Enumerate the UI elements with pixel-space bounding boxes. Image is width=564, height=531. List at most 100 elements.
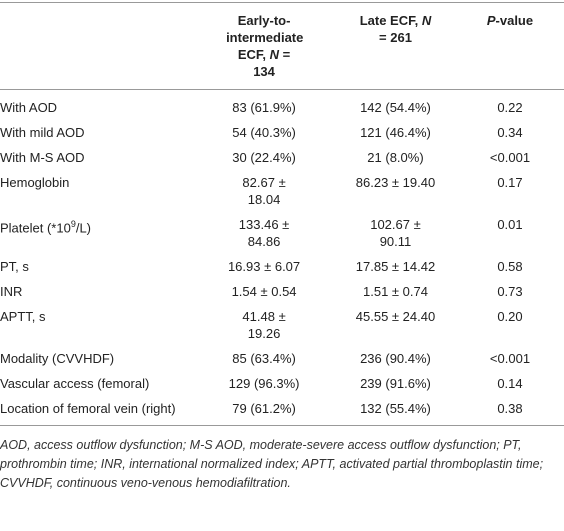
table-row: With AOD 83 (61.9%) 142 (54.4%) 0.22 bbox=[0, 90, 564, 121]
table-row: Platelet (*109/L) 133.46 ± 84.86 102.67 ± … bbox=[0, 212, 564, 254]
table-cell: 30 (22.4%) bbox=[193, 145, 335, 170]
label-text: Hemoglobin bbox=[0, 175, 70, 190]
cell-text: 239 (91.6%) bbox=[360, 376, 431, 391]
cell-text: 86.23 ± 19.40 bbox=[355, 175, 436, 190]
table-cell: 86.23 ± 19.40 bbox=[335, 170, 456, 212]
table-cell: 0.01 bbox=[456, 212, 564, 254]
data-table: Early-to-intermediate ECF, N = 134 Late E… bbox=[0, 2, 564, 426]
table-cell: 0.22 bbox=[456, 90, 564, 121]
header-text: Late ECF, N = 261 bbox=[358, 12, 432, 46]
table-cell: 121 (46.4%) bbox=[335, 120, 456, 145]
cell-text: 1.54 ± 0.54 bbox=[231, 284, 297, 299]
row-label: With AOD bbox=[0, 90, 193, 121]
header-part: Early-to-intermediate ECF, bbox=[226, 13, 304, 62]
table-cell: <0.001 bbox=[456, 145, 564, 170]
header-text: P-value bbox=[460, 12, 560, 29]
label-text: Location of femoral vein (right) bbox=[0, 401, 176, 416]
table-row: With mild AOD 54 (40.3%) 121 (46.4%) 0.34 bbox=[0, 120, 564, 145]
cell-text: 0.22 bbox=[497, 100, 523, 115]
table-row: Location of femoral vein (right) 79 (61.2… bbox=[0, 396, 564, 426]
cell-text: 0.14 bbox=[497, 376, 523, 391]
row-label: PT, s bbox=[0, 254, 193, 279]
table-body: With AOD 83 (61.9%) 142 (54.4%) 0.22 With mi… bbox=[0, 90, 564, 426]
cell-text: 0.34 bbox=[497, 125, 523, 140]
label-text: Vascular access (femoral) bbox=[0, 376, 150, 391]
table-row: APTT, s 41.48 ± 19.26 45.55 ± 24.40 0.20 bbox=[0, 304, 564, 346]
table-cell: 79 (61.2%) bbox=[193, 396, 335, 426]
table-cell: 1.54 ± 0.54 bbox=[193, 279, 335, 304]
cell-text: 121 (46.4%) bbox=[360, 125, 431, 140]
label-text: INR bbox=[0, 284, 23, 299]
table-cell: 17.85 ± 14.42 bbox=[335, 254, 456, 279]
header-part: Late ECF, bbox=[359, 13, 422, 28]
row-label: APTT, s bbox=[0, 304, 193, 346]
table-cell: 21 (8.0%) bbox=[335, 145, 456, 170]
header-part: = 134 bbox=[253, 47, 291, 79]
label-text: With M-S AOD bbox=[0, 150, 85, 165]
header-italic: N bbox=[269, 47, 280, 62]
footnote: AOD, access outflow dysfunction; M-S AOD… bbox=[0, 438, 544, 490]
cell-text: <0.001 bbox=[489, 150, 531, 165]
table-cell: 132 (55.4%) bbox=[335, 396, 456, 426]
row-label: Hemoglobin bbox=[0, 170, 193, 212]
table-cell: 54 (40.3%) bbox=[193, 120, 335, 145]
table-cell: 0.20 bbox=[456, 304, 564, 346]
table-row: Vascular access (femoral) 129 (96.3%) 239 … bbox=[0, 371, 564, 396]
header-cell: Early-to-intermediate ECF, N = 134 bbox=[193, 2, 336, 90]
header-italic: N bbox=[421, 13, 432, 28]
table-cell: 41.48 ± 19.26 bbox=[193, 304, 335, 346]
header-row: Early-to-intermediate ECF, N = 134 Late E… bbox=[0, 2, 564, 90]
table-cell: 85 (63.4%) bbox=[193, 346, 335, 371]
cell-text: 17.85 ± 14.42 bbox=[355, 259, 436, 274]
row-label: Location of femoral vein (right) bbox=[0, 396, 193, 426]
label-text: Modality (CVVHDF) bbox=[0, 351, 115, 366]
label-text: With AOD bbox=[0, 100, 58, 115]
cell-text: 0.38 bbox=[497, 401, 523, 416]
row-label: Vascular access (femoral) bbox=[0, 371, 193, 396]
cell-text: 0.73 bbox=[497, 284, 523, 299]
row-label: With M-S AOD bbox=[0, 145, 193, 170]
header-cell: Late ECF, N = 261 bbox=[335, 2, 456, 90]
table-row: Modality (CVVHDF) 85 (63.4%) 236 (90.4%) <0… bbox=[0, 346, 564, 371]
table-cell: 239 (91.6%) bbox=[335, 371, 456, 396]
label-text: APTT, s bbox=[0, 309, 46, 324]
cell-text: 54 (40.3%) bbox=[232, 125, 296, 140]
cell-text: 129 (96.3%) bbox=[228, 376, 300, 391]
cell-text: 1.51 ± 0.74 bbox=[363, 284, 428, 299]
table-cell: 0.34 bbox=[456, 120, 564, 145]
header-text: Early-to-intermediate ECF, N = 134 bbox=[226, 12, 304, 80]
header-part: -value bbox=[495, 13, 534, 28]
cell-text: 45.55 ± 24.40 bbox=[355, 309, 436, 324]
label-text: /L) bbox=[75, 220, 92, 236]
table-cell: 102.67 ± 90.11 bbox=[335, 212, 456, 254]
cell-text: 16.93 ± 6.07 bbox=[227, 259, 301, 274]
table-cell: 236 (90.4%) bbox=[335, 346, 456, 371]
table-cell: 133.46 ± 84.86 bbox=[193, 212, 335, 254]
table-cell: 0.17 bbox=[456, 170, 564, 212]
table-cell: 0.14 bbox=[456, 371, 564, 396]
row-label: Platelet (*109/L) bbox=[0, 212, 193, 254]
label-text: With mild AOD bbox=[0, 125, 85, 140]
header-italic: P bbox=[486, 13, 496, 28]
cell-text: 0.20 bbox=[497, 309, 523, 324]
table-cell: <0.001 bbox=[456, 346, 564, 371]
cell-text: 0.17 bbox=[497, 175, 523, 190]
table-cell: 142 (54.4%) bbox=[335, 90, 456, 121]
label-sup: 9 bbox=[70, 219, 76, 229]
cell-text: 83 (61.9%) bbox=[232, 100, 296, 115]
table-row: Hemoglobin 82.67 ± 18.04 86.23 ± 19.40 0.17 bbox=[0, 170, 564, 212]
cell-text: 79 (61.2%) bbox=[232, 401, 296, 416]
cell-text: 132 (55.4%) bbox=[360, 401, 431, 416]
header-cell bbox=[0, 2, 194, 90]
table-row: With M-S AOD 30 (22.4%) 21 (8.0%) <0.001 bbox=[0, 145, 564, 170]
cell-text: 41.48 ± 19.26 bbox=[242, 309, 286, 341]
table-cell: 129 (96.3%) bbox=[193, 371, 335, 396]
table-cell: 0.58 bbox=[456, 254, 564, 279]
table-row: INR 1.54 ± 0.54 1.51 ± 0.74 0.73 bbox=[0, 279, 564, 304]
table-cell: 16.93 ± 6.07 bbox=[193, 254, 335, 279]
row-label: Modality (CVVHDF) bbox=[0, 346, 193, 371]
header-cell: P-value bbox=[455, 2, 564, 90]
cell-text: 142 (54.4%) bbox=[360, 100, 431, 115]
cell-text: 236 (90.4%) bbox=[360, 351, 431, 366]
